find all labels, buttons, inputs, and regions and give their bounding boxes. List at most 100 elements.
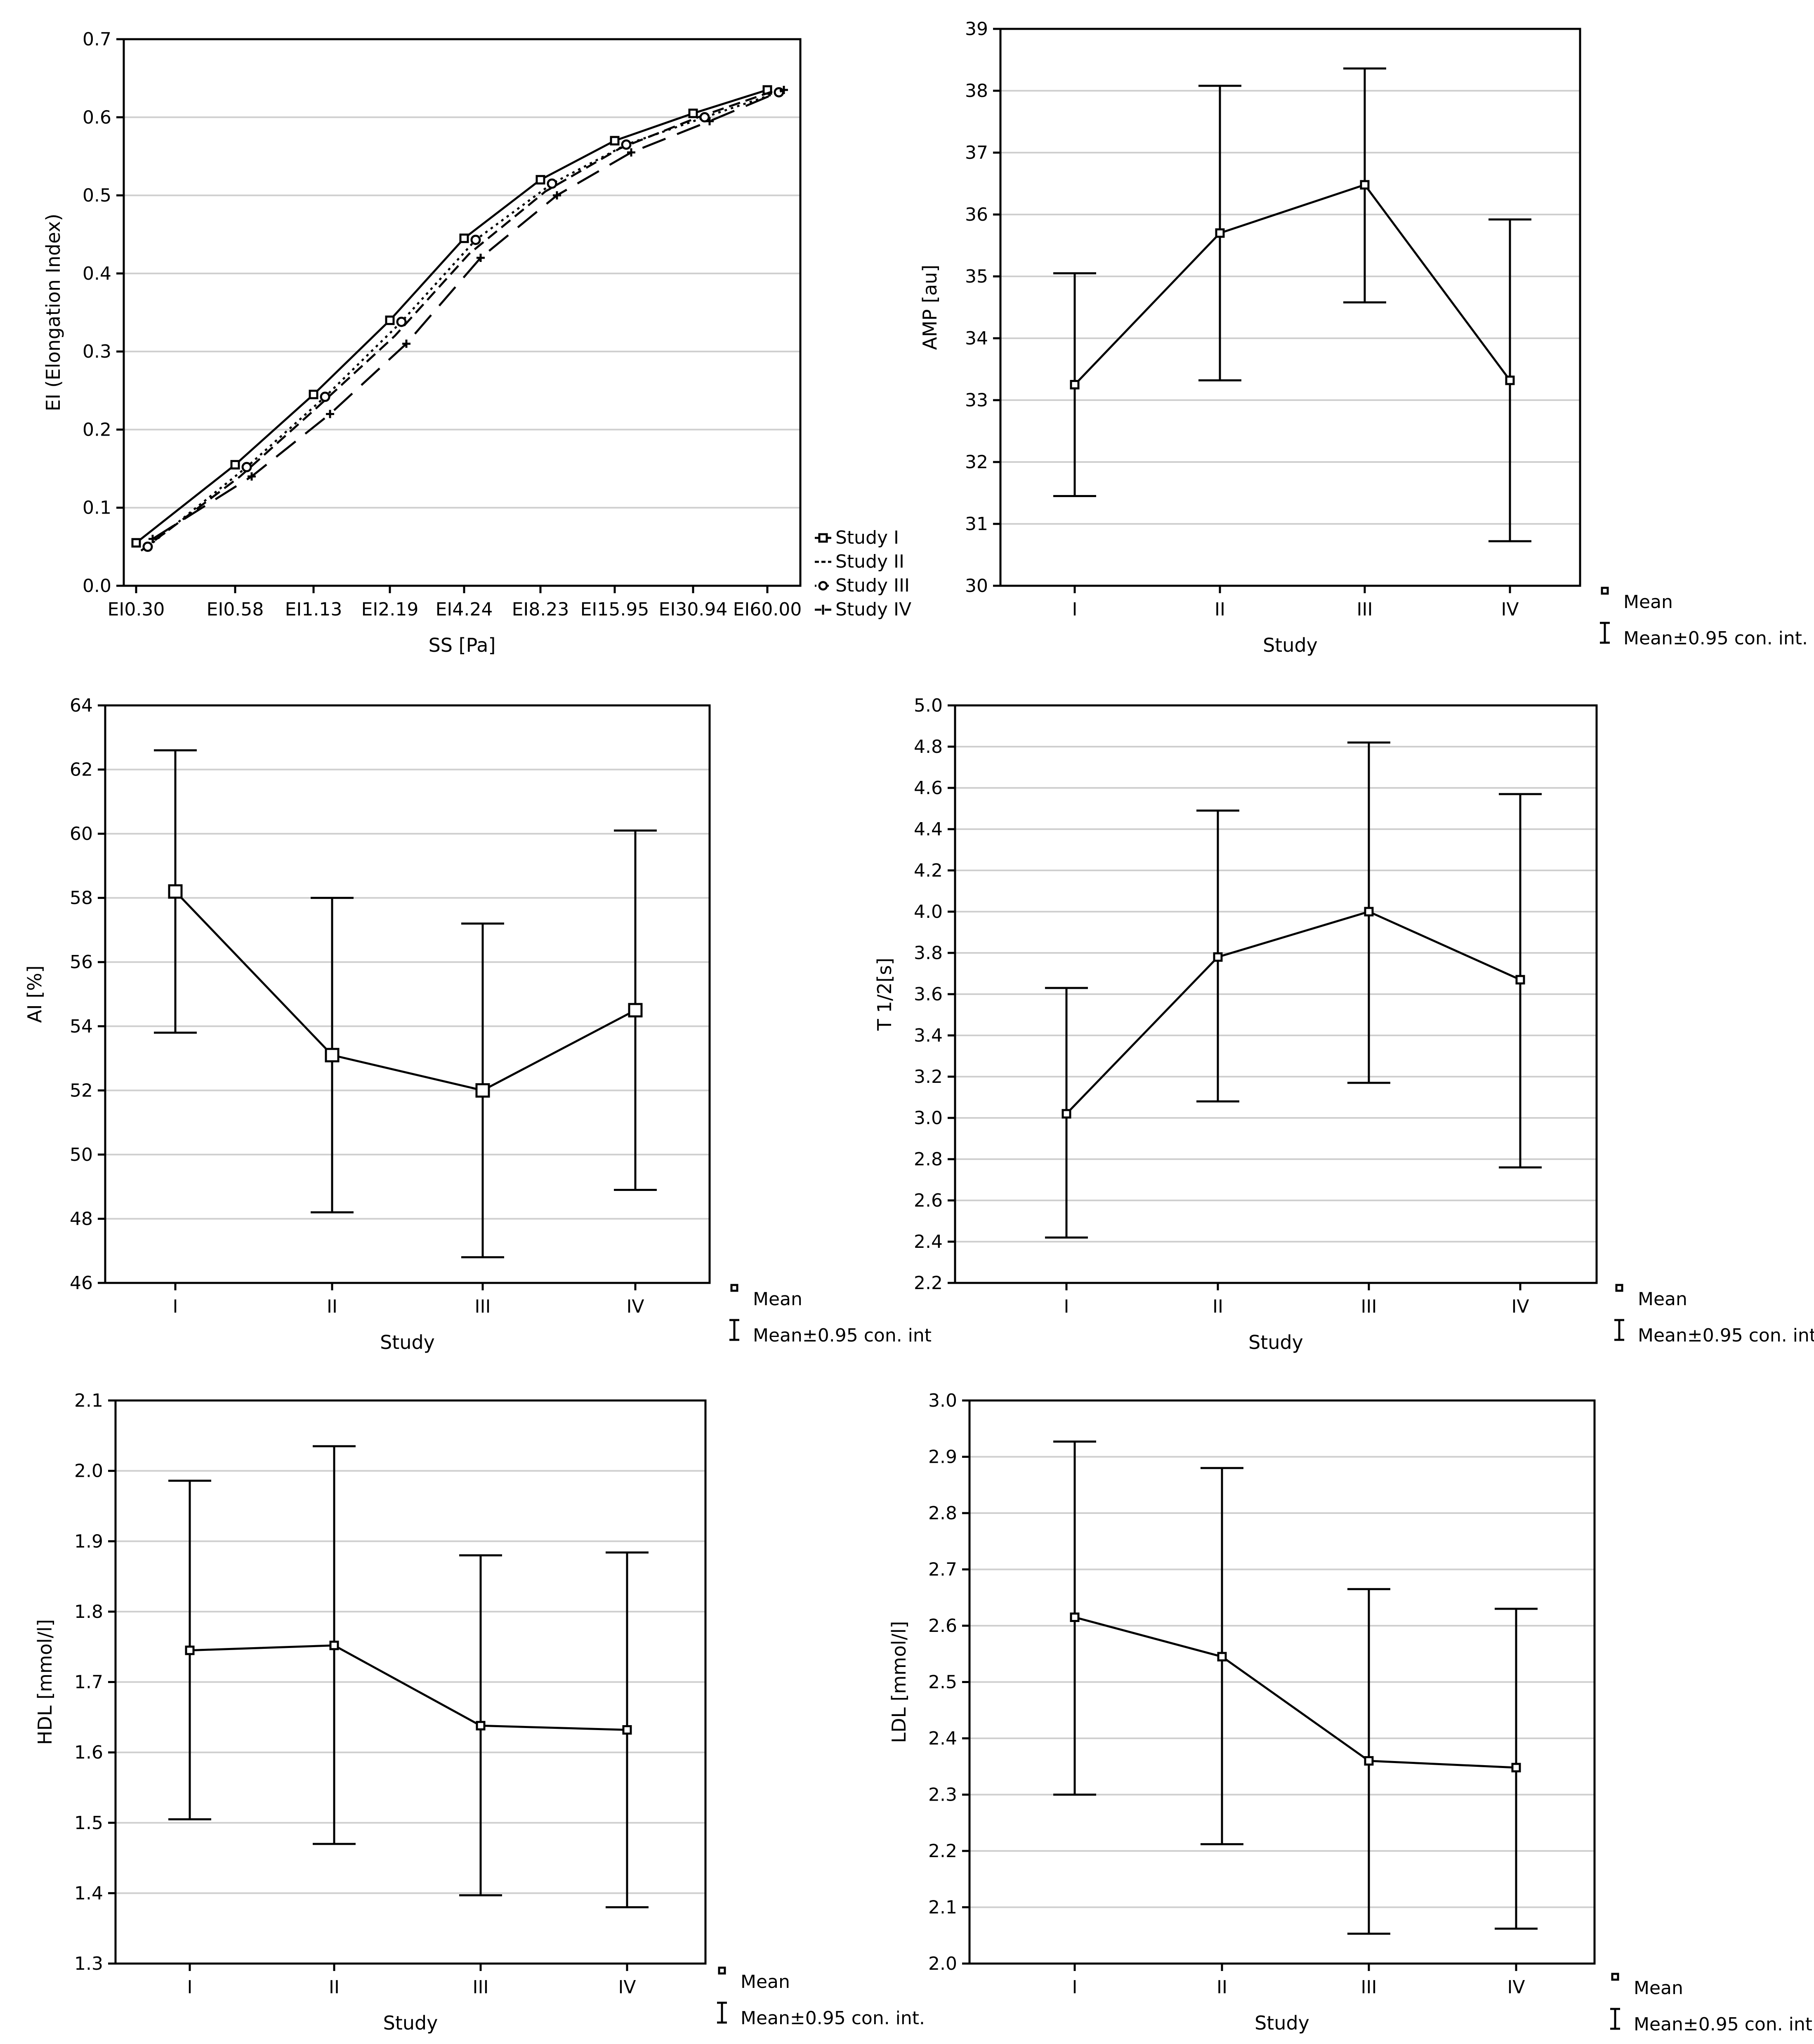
y-tick-label: 3.0 bbox=[928, 1390, 957, 1411]
y-tick-label: 4.0 bbox=[914, 901, 943, 922]
data-point bbox=[396, 316, 407, 327]
chart-5: 1.31.41.51.61.71.81.92.02.1I II III IVStudy… bbox=[34, 1390, 925, 2034]
x-tick-label: III bbox=[473, 1977, 489, 1998]
mean-point bbox=[622, 1725, 632, 1735]
y-tick-label: 3.4 bbox=[914, 1025, 943, 1046]
y-tick-label: 54 bbox=[70, 1016, 93, 1037]
y-tick-label: 2.6 bbox=[928, 1615, 957, 1636]
x-tick-label: II bbox=[327, 1296, 337, 1317]
chart-1: 0.0 0.1 0.2 0.3 0.4 0.5 0.6 0.7 EI0.30 EI0.58 EI1.… bbox=[42, 29, 911, 656]
y-tick-label: 2.4 bbox=[928, 1728, 957, 1749]
legend-label: Study IV bbox=[835, 599, 911, 620]
x-tick-label: EI2.19 bbox=[361, 599, 419, 620]
y-tick-label: 2.1 bbox=[74, 1390, 103, 1411]
x-tick-label: EI4.24 bbox=[436, 599, 493, 620]
x-tick-label: III bbox=[1361, 1296, 1377, 1317]
y-axis-title: AMP [au] bbox=[919, 265, 941, 350]
x-tick-label: III bbox=[1361, 1977, 1377, 1998]
y-tick-label: 0.0 bbox=[83, 575, 111, 596]
x-tick-label: III bbox=[475, 1296, 491, 1317]
y-tick-label: 56 bbox=[70, 952, 93, 973]
y-tick-label: 2.2 bbox=[928, 1841, 957, 1862]
y-tick-label: 64 bbox=[70, 695, 93, 716]
legend-marker bbox=[818, 581, 828, 591]
y-tick-label: 2.1 bbox=[928, 1897, 957, 1918]
y-tick-label: 1.9 bbox=[74, 1531, 103, 1552]
y-tick-label: 4.4 bbox=[914, 819, 943, 840]
data-point bbox=[131, 538, 141, 548]
legend-mean-label: Mean bbox=[1634, 1978, 1683, 1999]
x-tick-label: IV bbox=[626, 1296, 644, 1317]
y-tick-label: 2.2 bbox=[914, 1273, 943, 1294]
y-tick-label: 48 bbox=[70, 1208, 93, 1229]
y-tick-label: 2.3 bbox=[928, 1785, 957, 1806]
data-point bbox=[309, 389, 318, 399]
data-point bbox=[320, 391, 330, 402]
series-line-3 bbox=[147, 91, 779, 548]
y-axis-title: AI [%] bbox=[24, 965, 46, 1023]
y-tick-label: 60 bbox=[70, 823, 93, 844]
chart-6: 2.02.12.22.32.42.52.62.72.82.93.0I II III I… bbox=[888, 1390, 1812, 2035]
y-tick-label: 2.0 bbox=[928, 1953, 957, 1974]
plot-frame bbox=[123, 38, 802, 587]
mean-point bbox=[1070, 1613, 1080, 1622]
y-axis-title: EI (Elongation Index) bbox=[42, 214, 64, 411]
y-tick-label: 2.4 bbox=[914, 1231, 943, 1252]
legend-mean-marker bbox=[718, 1966, 726, 1975]
x-axis-title: Study bbox=[1248, 1331, 1303, 1353]
y-tick-label: 34 bbox=[965, 328, 988, 349]
x-tick-label: II bbox=[1217, 1977, 1227, 1998]
x-tick-label: I bbox=[187, 1977, 193, 1998]
legend-label: Study III bbox=[835, 575, 910, 596]
y-tick-label: 1.8 bbox=[74, 1601, 103, 1622]
x-axis-title: Study bbox=[380, 1331, 435, 1353]
y-tick-label: 2.9 bbox=[928, 1447, 957, 1468]
y-tick-label: 0.6 bbox=[83, 107, 111, 128]
y-tick-label: 32 bbox=[965, 452, 988, 473]
y-tick-label: 4.6 bbox=[914, 778, 943, 799]
y-tick-label: 0.4 bbox=[83, 263, 111, 284]
plot-frame bbox=[104, 704, 711, 1284]
mean-point bbox=[1360, 180, 1370, 190]
x-axis-title: SS [Pa] bbox=[429, 634, 496, 656]
x-tick-label: I bbox=[173, 1296, 178, 1317]
mean-point bbox=[628, 1003, 643, 1018]
legend-mean-marker bbox=[1611, 1973, 1619, 1981]
y-tick-label: 3.8 bbox=[914, 943, 943, 964]
mean-point bbox=[1515, 975, 1525, 985]
y-tick-label: 1.7 bbox=[74, 1672, 103, 1693]
legend-mean-marker bbox=[730, 1284, 738, 1292]
y-tick-label: 39 bbox=[965, 19, 988, 40]
mean-point bbox=[1213, 952, 1223, 962]
mean-line bbox=[1066, 910, 1521, 1115]
legend-mean-marker bbox=[1601, 587, 1609, 595]
mean-point bbox=[325, 1048, 340, 1063]
mean-point bbox=[168, 884, 183, 899]
data-point bbox=[547, 178, 557, 189]
y-tick-label: 3.0 bbox=[914, 1108, 943, 1129]
data-point bbox=[535, 175, 545, 185]
y-tick-label: 52 bbox=[70, 1080, 93, 1101]
legend-ci-label: Mean±0.95 con. int bbox=[753, 1325, 932, 1346]
x-axis-title: Study bbox=[1255, 2012, 1309, 2034]
series-line-1 bbox=[135, 89, 768, 544]
x-tick-label: I bbox=[1072, 599, 1078, 620]
y-tick-label: 33 bbox=[965, 390, 988, 411]
y-tick-label: 46 bbox=[70, 1273, 93, 1294]
mean-point bbox=[1505, 375, 1515, 385]
y-tick-label: 3.2 bbox=[914, 1066, 943, 1087]
y-tick-label: 38 bbox=[965, 80, 988, 101]
x-tick-label: I bbox=[1064, 1296, 1069, 1317]
x-tick-label: II bbox=[1212, 1296, 1223, 1317]
plot-frame bbox=[999, 28, 1581, 587]
y-tick-label: 30 bbox=[965, 575, 988, 596]
data-point bbox=[621, 139, 632, 150]
y-tick-label: 0.3 bbox=[83, 341, 111, 362]
y-tick-label: 1.6 bbox=[74, 1742, 103, 1763]
plot-frame bbox=[968, 1399, 1596, 1965]
data-point bbox=[241, 462, 252, 472]
y-tick-label: 36 bbox=[965, 204, 988, 225]
